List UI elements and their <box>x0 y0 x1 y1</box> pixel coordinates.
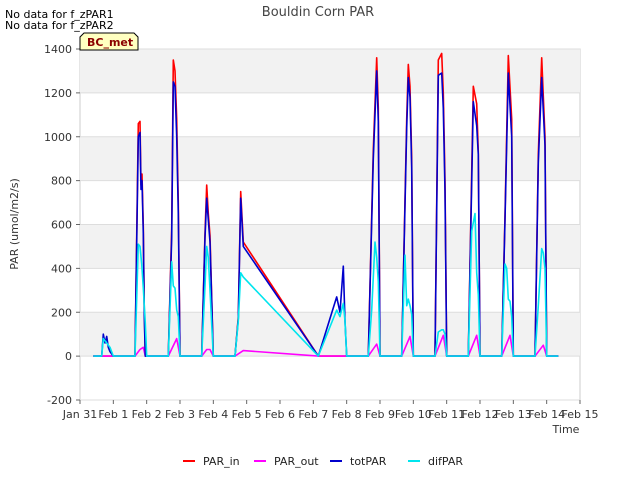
legend-item-par-in: PAR_in <box>183 455 240 468</box>
x-tick-label: Feb 11 <box>428 408 465 421</box>
legend-item-par-out: PAR_out <box>254 455 319 468</box>
x-tick-label: Feb 14 <box>528 408 565 421</box>
legend-item-totpar: totPAR <box>330 455 387 468</box>
x-tick-label: Feb 1 <box>98 408 128 421</box>
x-tick-label: Feb 4 <box>198 408 228 421</box>
y-tick-label: 200 <box>51 306 72 319</box>
y-tick-label: 800 <box>51 175 72 188</box>
plot-band <box>80 49 580 93</box>
x-tick-label: Feb 3 <box>165 408 195 421</box>
legend-label: PAR_out <box>274 455 319 468</box>
y-tick-label: 0 <box>65 350 72 363</box>
series-line-totpar <box>93 70 559 357</box>
y-tick-label: 400 <box>51 262 72 275</box>
site-label: BC_met <box>87 36 133 49</box>
x-tick-label: Feb 2 <box>132 408 162 421</box>
y-tick-label: 600 <box>51 219 72 232</box>
plot-bands <box>80 49 580 357</box>
y-axis-label: PAR (umol/m2/s) <box>8 178 21 270</box>
series-line-difpar <box>93 212 559 357</box>
y-tick-label: 1000 <box>44 131 72 144</box>
x-axis-ticks: Jan 31 Feb 1 Feb 2 Feb 3 Feb 4 Feb 5 Feb 6 Feb … <box>62 400 599 421</box>
x-tick-label: Feb 8 <box>332 408 362 421</box>
plot-band <box>80 224 580 269</box>
legend-item-difpar: difPAR <box>408 455 463 468</box>
legend: PAR_in PAR_out totPAR difPAR <box>183 455 463 468</box>
chart-title: Bouldin Corn PAR <box>262 5 374 20</box>
x-axis-label: Time <box>552 423 580 436</box>
x-tick-label: Feb 15 <box>562 408 599 421</box>
x-tick-label: Feb 12 <box>462 408 499 421</box>
x-tick-label: Feb 6 <box>265 408 295 421</box>
y-tick-label: 1200 <box>44 87 72 100</box>
x-tick-label: Jan 31 <box>62 408 97 421</box>
series-lines <box>93 52 559 357</box>
no-data-note-1: No data for f_zPAR1 <box>5 8 114 21</box>
y-axis-ticks: -200 0 200 400 600 800 1000 1200 1400 <box>44 43 80 407</box>
y-tick-label: -200 <box>47 394 72 407</box>
site-label-box: BC_met <box>79 32 139 51</box>
legend-label: totPAR <box>350 455 387 468</box>
y-tick-label: 1400 <box>44 43 72 56</box>
series-line-par-out <box>93 334 559 357</box>
no-data-note-2: No data for f_zPAR2 <box>5 19 114 32</box>
plot-band <box>80 136 580 181</box>
legend-label: PAR_in <box>203 455 240 468</box>
x-tick-label: Feb 7 <box>298 408 328 421</box>
x-tick-label: Feb 10 <box>395 408 432 421</box>
legend-label: difPAR <box>428 455 463 468</box>
x-tick-label: Feb 5 <box>232 408 262 421</box>
x-tick-label: Feb 13 <box>495 408 532 421</box>
x-tick-label: Feb 9 <box>365 408 395 421</box>
